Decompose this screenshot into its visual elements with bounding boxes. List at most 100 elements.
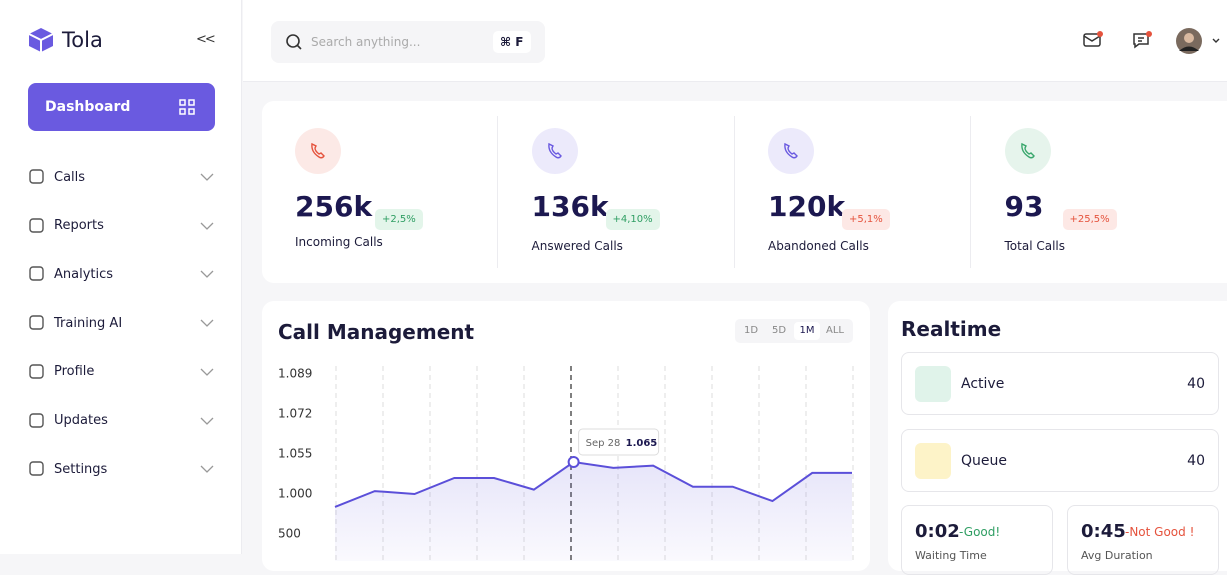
stat-label: Abandoned Calls <box>768 239 869 253</box>
chart: 1.089 1.072 1.055 1.000 500 Sep 28 1.065 <box>278 366 854 561</box>
stat-value: 256k <box>295 190 373 223</box>
realtime-item: Active 40 <box>901 352 1219 415</box>
mail-icon[interactable] <box>1083 30 1103 50</box>
range-tab[interactable]: 1D <box>743 325 759 336</box>
chevron <box>200 173 214 181</box>
item-icon <box>915 366 951 402</box>
icon-shape <box>29 266 44 282</box>
stat-label: Answered Calls <box>531 239 623 253</box>
menu-icon <box>29 169 44 184</box>
chevron <box>200 319 214 328</box>
stat-label: Incoming Calls <box>295 235 383 249</box>
realtime-item: Queue 40 <box>901 429 1219 492</box>
range-tab[interactable]: 1M <box>794 322 820 340</box>
timer-status: -Not Good ! <box>1125 525 1195 539</box>
icon-bg <box>1004 128 1051 174</box>
menu-icon <box>29 364 44 379</box>
menu-item[interactable]: Profile <box>28 360 214 384</box>
highlight-point <box>567 456 580 468</box>
chart-title: Call Management <box>278 320 475 344</box>
menu-icon <box>29 412 44 428</box>
chevron-path <box>200 368 214 376</box>
phone <box>784 142 798 159</box>
sidebar: Tola << Dashboard Calls Reports Analytics T… <box>0 0 242 554</box>
icon-shape <box>29 412 44 428</box>
range-tab[interactable]: 5D <box>771 325 787 336</box>
phone <box>547 142 562 159</box>
menu-item[interactable]: Settings <box>28 457 214 481</box>
stat-icon <box>1004 128 1051 174</box>
menu-icon <box>29 217 44 233</box>
chevron <box>200 368 214 376</box>
y-tick-label: 1.055 <box>278 447 312 461</box>
menu-item[interactable]: Reports <box>28 214 214 238</box>
menu-label: Analytics <box>54 266 114 282</box>
grid-icon <box>179 99 195 115</box>
chevron-path <box>200 417 214 425</box>
menu-icon <box>29 461 44 476</box>
menu-label: Settings <box>54 461 108 477</box>
area <box>335 462 852 561</box>
item-icon <box>915 443 951 479</box>
search-placeholder: Search anything... <box>311 35 421 49</box>
stat: 256k +2,5% Incoming Calls <box>262 116 498 268</box>
menu-item[interactable]: Calls <box>28 165 214 189</box>
line <box>334 460 852 508</box>
stat-change: +5,1% <box>842 209 890 230</box>
range-tabs: 1D 5D 1M ALL <box>735 319 853 343</box>
menu-icon <box>29 266 44 282</box>
chat-icon[interactable] <box>1132 30 1152 50</box>
collapse-button[interactable]: << <box>196 32 216 47</box>
tooltip-box <box>578 428 660 456</box>
search-icon <box>286 34 302 50</box>
item-value: 40 <box>1187 376 1205 392</box>
chevron <box>200 465 214 474</box>
timer-status: -Good! <box>959 525 1001 539</box>
timer-label: Avg Duration <box>1081 549 1153 562</box>
avatar[interactable] <box>1175 27 1225 57</box>
menu-item[interactable]: Updates <box>28 409 214 433</box>
item-label: Queue <box>961 453 1007 469</box>
icon-shape <box>29 461 44 476</box>
icon-bg <box>768 128 814 174</box>
menu-item[interactable]: Training AI <box>28 311 214 335</box>
stat-icon <box>295 128 341 174</box>
stat-value: 93 <box>1004 190 1044 223</box>
icon-bg <box>531 128 578 174</box>
icon-shape <box>29 169 44 184</box>
chart-card: Call Management 1D 5D 1M ALL 1.089 1.072 1.05… <box>262 301 870 571</box>
stat-label: Total Calls <box>1004 239 1066 253</box>
phone <box>1020 142 1035 159</box>
chevron-path <box>200 465 214 474</box>
stats-card: 256k +2,5% Incoming Calls 136k +4,10% Answere… <box>262 101 1227 283</box>
search-box[interactable]: Search anything... ⌘ F <box>271 21 545 63</box>
stat: 136k +4,10% Answered Calls <box>499 116 735 268</box>
stat-icon <box>768 128 814 174</box>
stat: 120k +5,1% Abandoned Calls <box>735 116 971 268</box>
timer: 0:02 -Good! Waiting Time <box>901 505 1053 575</box>
menu-label: Profile <box>54 364 95 380</box>
stat-value: 136k <box>531 190 609 223</box>
y-tick-label: 1.089 <box>278 367 312 381</box>
realtime-title: Realtime <box>901 317 1002 341</box>
chevron-path <box>200 222 214 230</box>
chevron-path <box>200 319 214 328</box>
stat-value: 120k <box>768 190 846 223</box>
timer-label: Waiting Time <box>915 549 987 562</box>
y-tick-label: 1.072 <box>278 407 312 421</box>
range-tab[interactable]: ALL <box>826 325 844 336</box>
timer-time: 0:45 <box>1081 521 1126 542</box>
chevron <box>200 270 214 279</box>
chevron <box>200 222 214 230</box>
stat: 93 +25,5% Total Calls <box>972 116 1208 268</box>
phone <box>311 142 325 159</box>
menu-item[interactable]: Analytics <box>28 262 214 286</box>
dashboard-button[interactable]: Dashboard <box>28 83 215 131</box>
menu-label: Calls <box>54 169 86 185</box>
icon-shape <box>29 315 44 330</box>
menu-icon <box>29 315 44 330</box>
realtime-card: Realtime Active 40 Queue 40 0:02 -Good! Waitin… <box>888 301 1227 575</box>
header: Search anything... ⌘ F <box>243 0 1227 82</box>
stat-change: +2,5% <box>375 209 423 230</box>
